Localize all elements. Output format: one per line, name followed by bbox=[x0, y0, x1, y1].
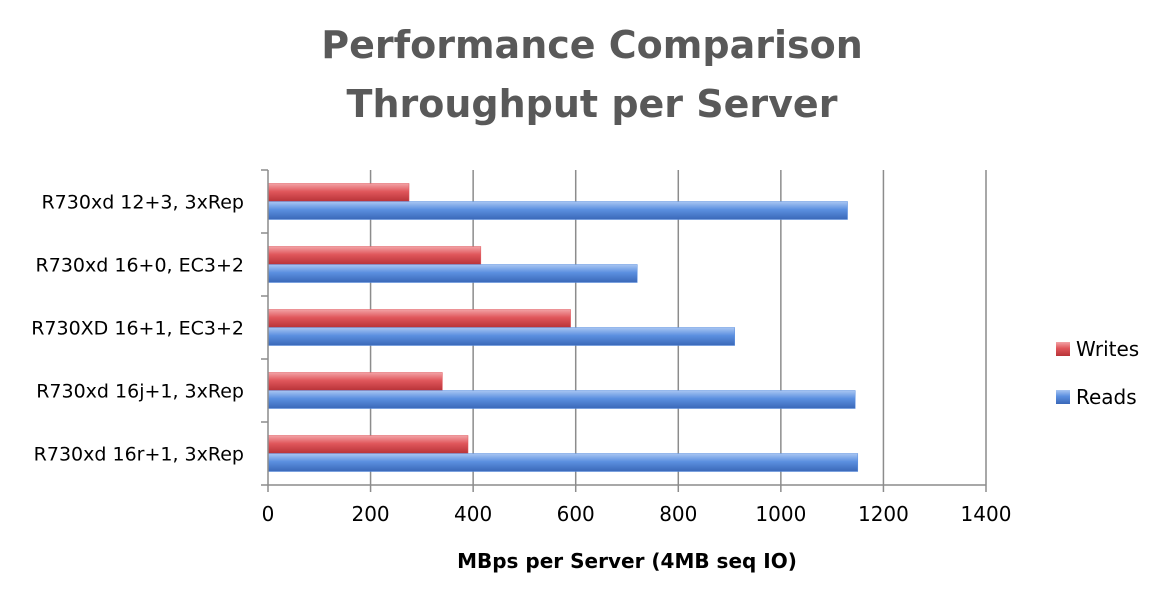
legend-swatch-reads bbox=[1056, 390, 1070, 404]
bar-reads-3 bbox=[267, 390, 856, 409]
x-tick-label: 1000 bbox=[755, 502, 806, 526]
bar-writes-4 bbox=[267, 435, 469, 454]
category-label: R730XD 16+1, EC3+2 bbox=[31, 318, 244, 340]
x-tick-label: 200 bbox=[351, 502, 389, 526]
chart-title: Performance Comparison Throughput per Se… bbox=[321, 23, 863, 126]
x-tick-label: 1400 bbox=[961, 502, 1012, 526]
bars bbox=[267, 183, 859, 472]
bar-writes-1 bbox=[267, 246, 482, 265]
bar-reads-1 bbox=[267, 264, 638, 283]
category-label: R730xd 16j+1, 3xRep bbox=[36, 381, 244, 403]
category-label: R730xd 16+0, EC3+2 bbox=[36, 255, 244, 277]
labels: 0 200 400 600 800 1000 1200 1400 R730xd 12+3, 3x… bbox=[31, 192, 1011, 574]
category-label: R730xd 12+3, 3xRep bbox=[41, 192, 244, 214]
legend: Writes Reads bbox=[1056, 337, 1139, 409]
chart-title-line-2: Throughput per Server bbox=[347, 82, 838, 126]
x-tick-label: 600 bbox=[557, 502, 595, 526]
bar-reads-2 bbox=[267, 327, 735, 346]
bar-writes-2 bbox=[267, 309, 571, 328]
legend-label-writes: Writes bbox=[1076, 337, 1139, 361]
x-tick-label: 0 bbox=[262, 502, 275, 526]
bar-reads-0 bbox=[267, 201, 848, 220]
x-tick-label: 800 bbox=[659, 502, 697, 526]
x-tick-label: 1200 bbox=[858, 502, 909, 526]
x-axis-title: MBps per Server (4MB seq IO) bbox=[457, 549, 797, 573]
bar-reads-4 bbox=[267, 453, 859, 472]
legend-swatch-writes bbox=[1056, 342, 1070, 356]
bar-writes-0 bbox=[267, 183, 410, 202]
bar-writes-3 bbox=[267, 372, 443, 391]
legend-label-reads: Reads bbox=[1076, 385, 1137, 409]
x-tick-label: 400 bbox=[454, 502, 492, 526]
chart-title-line-1: Performance Comparison bbox=[321, 23, 863, 67]
axes bbox=[261, 169, 987, 492]
category-label: R730xd 16r+1, 3xRep bbox=[34, 444, 244, 466]
